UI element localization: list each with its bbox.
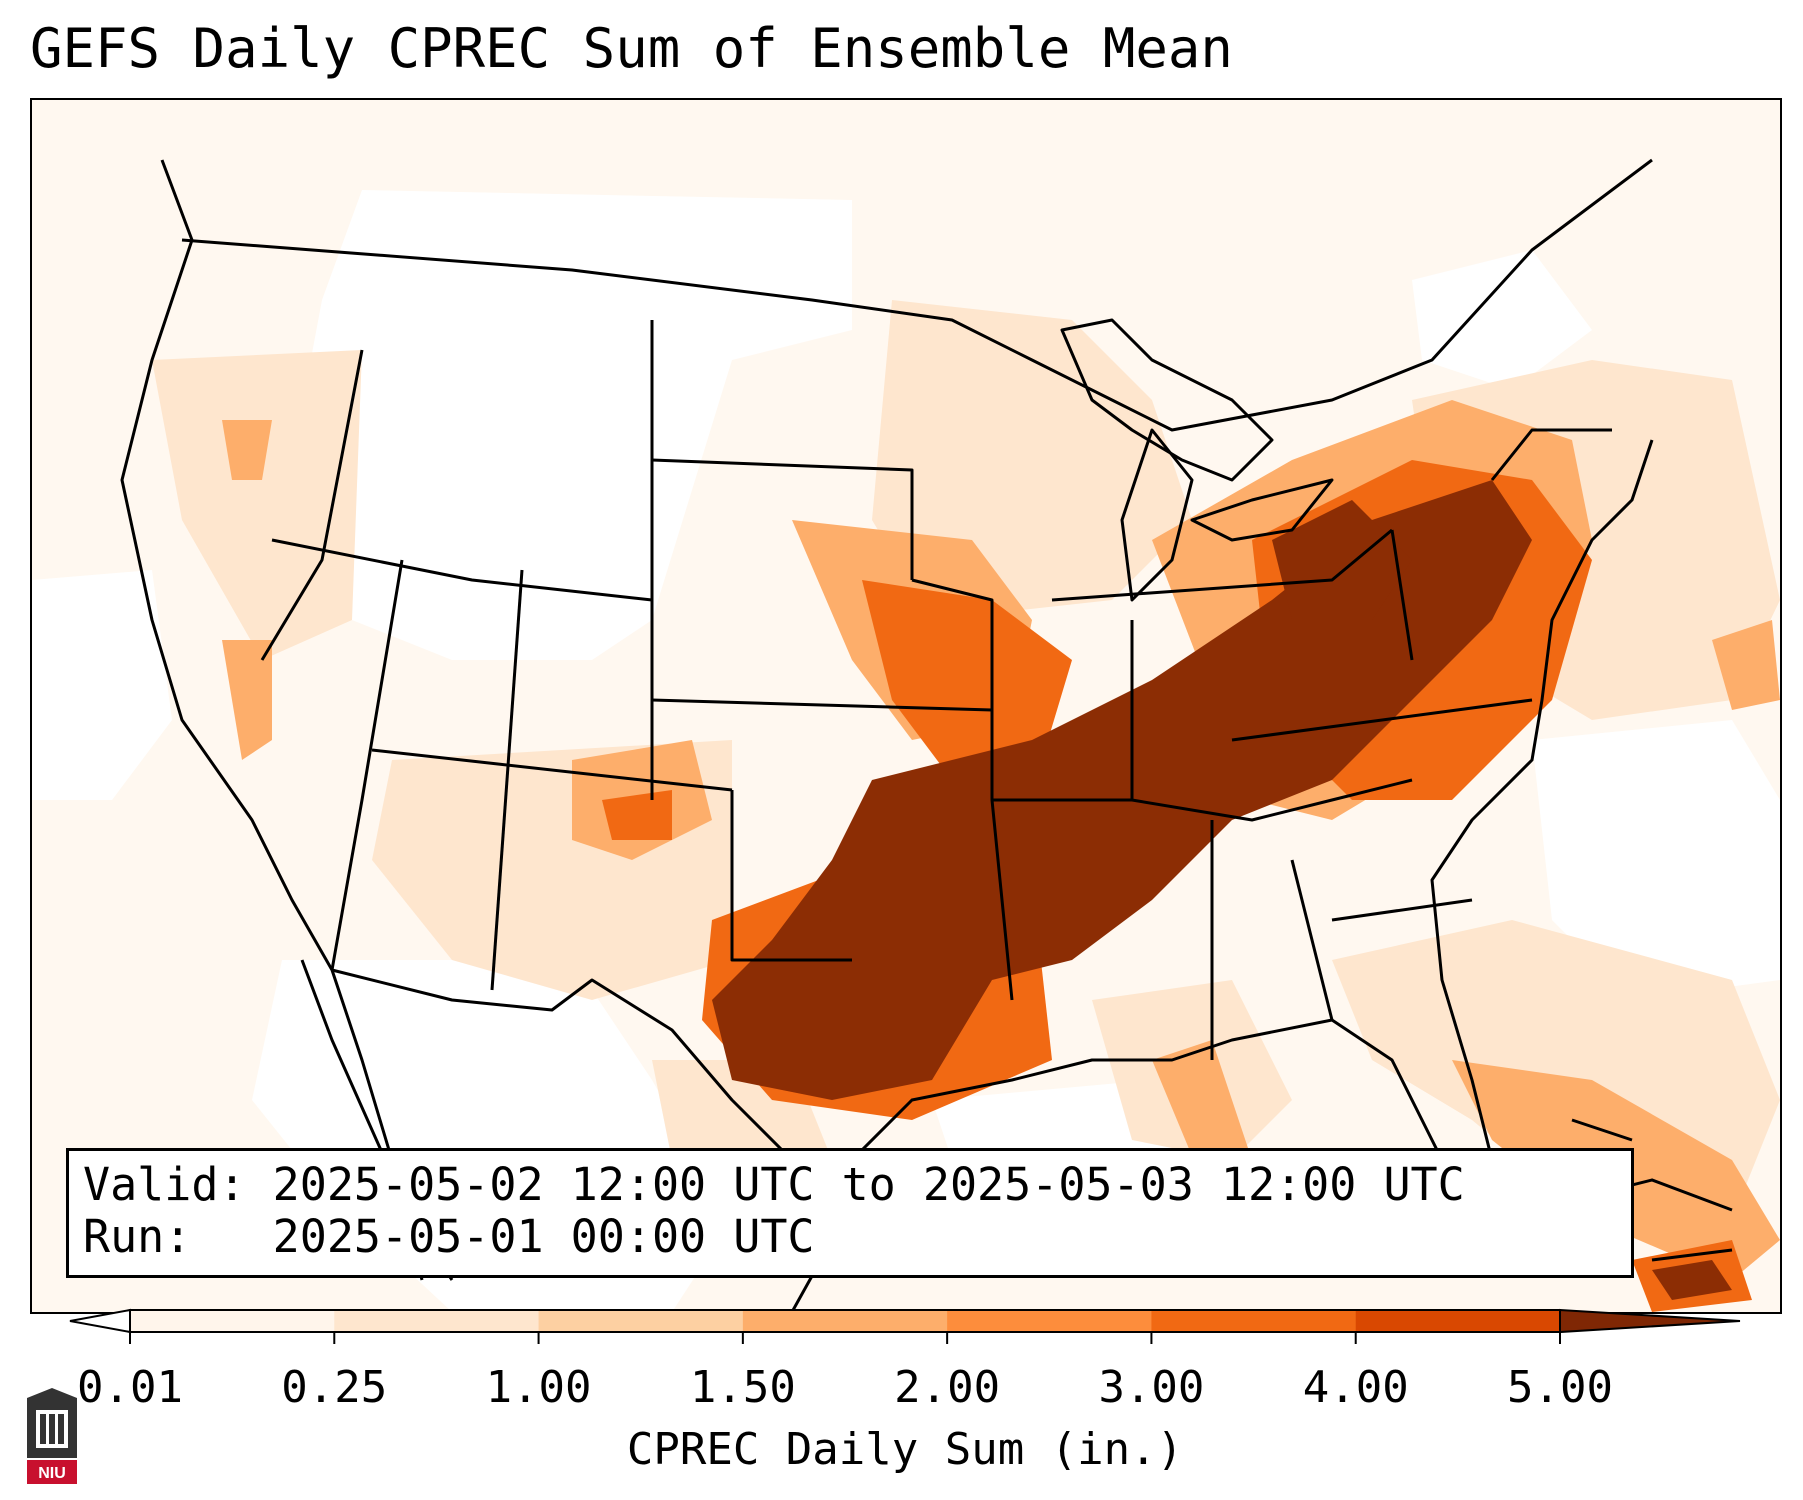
colorbar-segment xyxy=(130,1310,335,1332)
colorbar-tick-label: 5.00 xyxy=(1507,1362,1613,1413)
svg-text:NIU: NIU xyxy=(38,1465,66,1482)
boundaries xyxy=(120,158,1654,1312)
colorbar-segment xyxy=(538,1310,744,1332)
colorbar xyxy=(69,1308,1741,1344)
valid-time-range: 2025-05-02 12:00 UTC to 2025-05-03 12:00… xyxy=(272,1158,1465,1211)
map-canvas xyxy=(32,100,1780,1312)
colorbar-tick-label: 1.50 xyxy=(689,1362,796,1413)
colorbar-segment xyxy=(334,1310,540,1332)
colorbar-segment xyxy=(947,1310,1152,1332)
colorbar-tick-label: 4.00 xyxy=(1302,1362,1409,1413)
run-time: 2025-05-01 00:00 UTC xyxy=(272,1210,815,1263)
colorbar-segment xyxy=(1151,1310,1357,1332)
precipitation-map xyxy=(30,98,1782,1314)
colorbar-border xyxy=(129,1309,1561,1333)
colorbar-tick-label: 3.00 xyxy=(1098,1362,1205,1413)
colorbar-tick-label: 0.01 xyxy=(77,1362,183,1413)
map-title: GEFS Daily CPREC Sum of Ensemble Mean xyxy=(30,17,1233,80)
valid-label: Valid: xyxy=(83,1158,246,1211)
colorbar-segment xyxy=(1355,1310,1561,1332)
valid-run-info-box: Valid: 2025-05-02 12:00 UTC to 2025-05-0… xyxy=(66,1148,1634,1278)
colorbar-tick-label: 2.00 xyxy=(894,1362,1001,1413)
colorbar-tick-label: 0.25 xyxy=(281,1362,388,1413)
colorbar-tick-label: 1.00 xyxy=(485,1362,592,1413)
colorbar-label: CPREC Daily Sum (in.) xyxy=(626,1424,1184,1475)
run-label: Run: xyxy=(83,1210,192,1263)
niu-university-seal-icon: NIU xyxy=(27,1388,77,1484)
colorbar-under-extension xyxy=(69,1308,131,1334)
colorbar-over-extension xyxy=(1559,1308,1741,1334)
colorbar-segment xyxy=(742,1310,948,1332)
precip-extreme xyxy=(712,480,1732,1300)
